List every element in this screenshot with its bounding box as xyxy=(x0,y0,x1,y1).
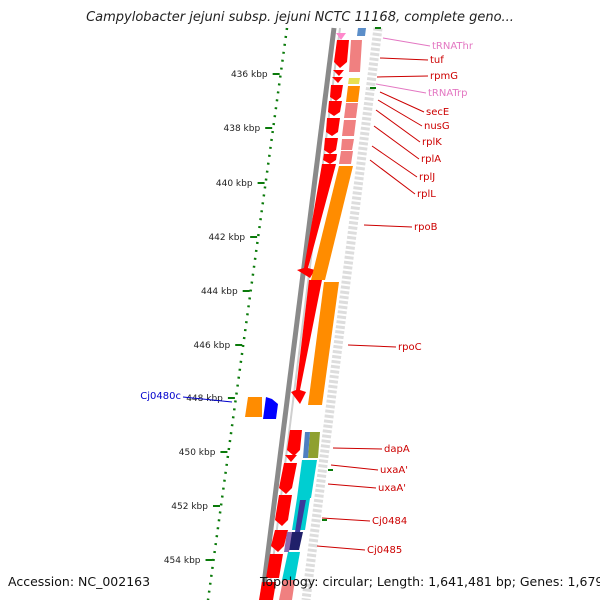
feature-trnathr[interactable] xyxy=(336,33,346,40)
feature-orange-small[interactable] xyxy=(346,86,360,102)
tick-label: 444 kbp xyxy=(201,287,238,297)
feature-cj0484-navy[interactable] xyxy=(295,500,306,532)
feature-uxaa-small[interactable] xyxy=(285,455,297,462)
feature-rplj-salmon[interactable] xyxy=(341,139,354,150)
gene-label[interactable]: rplA xyxy=(421,154,441,165)
gene-label[interactable]: tRNAThr xyxy=(432,41,474,52)
leader-line xyxy=(377,99,423,127)
tick-label: 454 kbp xyxy=(164,556,201,566)
gene-label[interactable]: rplJ xyxy=(419,172,435,183)
gene-label[interactable]: rplL xyxy=(417,189,436,200)
feature-bottom-red[interactable] xyxy=(266,554,283,578)
outer-ticks xyxy=(322,27,381,521)
feature-rpll-salmon[interactable] xyxy=(339,151,353,164)
tick-label: 452 kbp xyxy=(171,502,208,512)
feature-uxaa-cyan[interactable] xyxy=(297,460,317,498)
gene-label[interactable]: dapA xyxy=(384,444,410,455)
leader-line xyxy=(375,109,421,143)
leader-line xyxy=(375,83,427,94)
tick-label: 438 kbp xyxy=(224,124,261,134)
left-guide-line xyxy=(206,27,289,600)
gene-label[interactable]: rplK xyxy=(422,137,442,148)
gene-label[interactable]: uxaA' xyxy=(378,483,406,494)
feature-cj0480c-orange[interactable] xyxy=(245,397,262,417)
gene-features[interactable] xyxy=(245,28,366,600)
leader-line xyxy=(379,57,429,61)
feature-bottom-cyan[interactable] xyxy=(282,552,300,580)
topology-text: Topology: circular; Length: 1,641,481 bp… xyxy=(260,574,600,589)
feature-bottom-red-2[interactable] xyxy=(259,582,276,600)
feature-dapa-olive[interactable] xyxy=(308,432,320,458)
leader-line xyxy=(379,91,425,113)
feature-uxaa-1[interactable] xyxy=(279,463,297,494)
feature-rpmg[interactable] xyxy=(333,70,344,76)
leader-line xyxy=(182,396,233,403)
leader-line xyxy=(369,159,416,195)
tick-label: 446 kbp xyxy=(194,341,231,351)
leader-line xyxy=(373,125,420,160)
feature-cj0480c[interactable] xyxy=(263,397,278,419)
gene-label[interactable]: rpoC xyxy=(398,342,422,353)
outer-track xyxy=(301,27,383,600)
leader-line xyxy=(332,447,383,450)
leader-line xyxy=(382,37,431,47)
gene-labels: tRNAThr tuf rpmG tRNATrp secE nusG rplK rplA rpl… xyxy=(140,37,474,556)
gene-label[interactable]: nusG xyxy=(424,121,450,132)
feature-rplk-salmon[interactable] xyxy=(344,103,358,118)
gene-label[interactable]: secE xyxy=(426,107,449,118)
leader-line xyxy=(376,75,429,78)
kbp-ticks: 436 kbp 438 kbp 440 kbp 442 kbp 444 kbp 446 k… xyxy=(164,70,280,566)
tick-label: 450 kbp xyxy=(179,448,216,458)
gene-label[interactable]: Cj0485 xyxy=(367,545,402,556)
leader-line xyxy=(371,145,418,178)
feature-rpll[interactable] xyxy=(323,154,337,164)
feature-cj0485-violet[interactable] xyxy=(284,532,292,552)
feature-rpoc[interactable] xyxy=(291,280,322,404)
leader-line xyxy=(347,344,397,348)
feature-sece[interactable] xyxy=(332,77,343,83)
tick-label: 442 kbp xyxy=(208,233,245,243)
tick-label: 440 kbp xyxy=(216,179,253,189)
feature-rpob[interactable] xyxy=(297,164,336,278)
gene-label[interactable]: uxaA' xyxy=(380,465,408,476)
map-title: Campylobacter jejuni subsp. jejuni NCTC … xyxy=(86,10,514,25)
gene-label[interactable]: tuf xyxy=(430,55,444,66)
feature-dapa-blue[interactable] xyxy=(303,432,310,458)
feature-cj0484[interactable] xyxy=(275,495,292,526)
feature-cj0485-navy[interactable] xyxy=(288,532,303,550)
feature-tuf[interactable] xyxy=(334,40,349,68)
tick-label: 436 kbp xyxy=(231,70,268,80)
leader-line xyxy=(327,483,377,489)
feature-rplj[interactable] xyxy=(324,138,338,154)
leader-line xyxy=(363,224,413,228)
leader-line xyxy=(330,464,379,471)
feature-rpla[interactable] xyxy=(326,118,340,136)
gene-label[interactable]: rpoB xyxy=(414,222,438,233)
feature-bottom-salmon[interactable] xyxy=(279,580,295,600)
gene-label[interactable]: rpmG xyxy=(430,71,458,82)
feature-cj0485[interactable] xyxy=(271,530,288,552)
feature-rpoc-orange[interactable] xyxy=(308,282,339,405)
leader-line xyxy=(316,545,366,551)
feature-rplk[interactable] xyxy=(328,101,342,116)
gene-label[interactable]: Cj0484 xyxy=(372,516,407,527)
feature-tuf-salmon[interactable] xyxy=(349,40,362,72)
feature-rpob-orange[interactable] xyxy=(311,166,353,280)
leader-line xyxy=(321,517,371,522)
feature-top-blue[interactable] xyxy=(357,28,366,36)
gene-label[interactable]: tRNATrp xyxy=(428,88,468,99)
feature-nusg[interactable] xyxy=(330,85,343,101)
feature-rpmg-yellow[interactable] xyxy=(348,78,360,84)
accession-text: Accession: NC_002163 xyxy=(8,574,151,589)
feature-dapa[interactable] xyxy=(287,430,302,456)
gene-label-left[interactable]: Cj0480c xyxy=(140,391,181,402)
feature-rpla-salmon[interactable] xyxy=(342,120,356,136)
